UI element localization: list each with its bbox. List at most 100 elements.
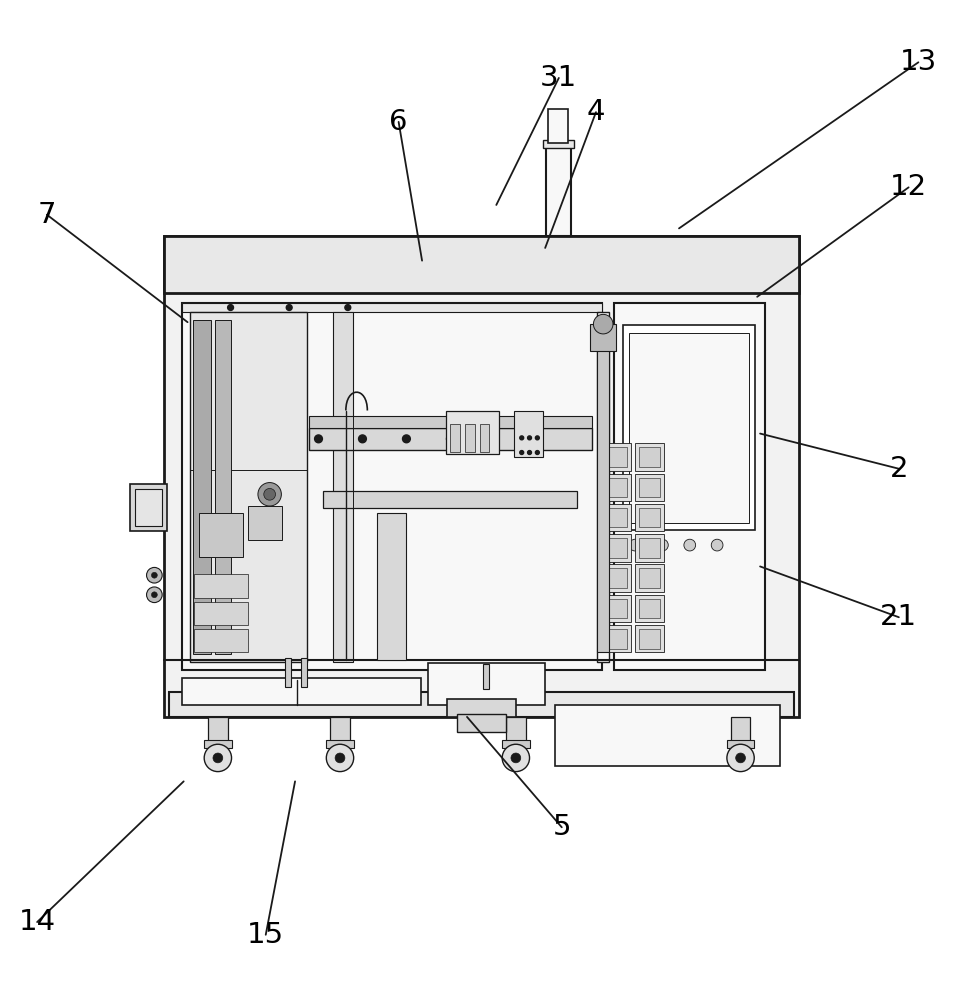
Circle shape	[345, 305, 351, 310]
Text: 6: 6	[390, 108, 407, 136]
Circle shape	[520, 436, 524, 440]
Bar	[215, 320, 231, 654]
Bar	[602, 504, 631, 531]
Circle shape	[213, 753, 223, 763]
Text: 4: 4	[587, 98, 605, 126]
Bar	[480, 424, 489, 452]
Bar	[309, 416, 592, 428]
Bar	[602, 534, 631, 562]
Text: 2: 2	[890, 455, 908, 483]
Bar	[590, 324, 616, 351]
Bar	[635, 474, 664, 501]
Circle shape	[593, 314, 613, 334]
Circle shape	[629, 539, 641, 551]
Bar	[326, 740, 354, 748]
Bar	[635, 595, 664, 622]
Circle shape	[446, 435, 454, 443]
Bar	[727, 740, 754, 748]
Circle shape	[403, 435, 410, 443]
Bar	[164, 236, 799, 293]
Bar	[602, 443, 631, 471]
Bar	[606, 447, 627, 467]
Bar	[135, 489, 162, 526]
Bar	[606, 538, 627, 558]
Bar	[635, 625, 664, 652]
Circle shape	[315, 435, 322, 443]
Bar	[428, 663, 545, 705]
Text: 15: 15	[247, 921, 284, 949]
Bar	[597, 312, 609, 662]
Bar	[614, 303, 765, 670]
Bar	[182, 678, 421, 705]
Text: 7: 7	[38, 201, 56, 229]
Bar	[629, 333, 749, 523]
Bar	[446, 411, 499, 454]
Circle shape	[684, 539, 696, 551]
Circle shape	[286, 305, 292, 310]
Bar	[193, 320, 211, 654]
Bar	[285, 658, 291, 687]
Bar	[639, 447, 660, 467]
Bar	[182, 303, 602, 670]
Bar	[130, 484, 167, 531]
Bar	[606, 568, 627, 588]
Circle shape	[326, 744, 354, 772]
Bar	[639, 478, 660, 497]
Bar	[457, 714, 506, 732]
Bar	[301, 658, 307, 687]
Bar	[639, 629, 660, 649]
Bar	[623, 325, 755, 530]
Bar	[208, 717, 228, 744]
Bar	[506, 717, 526, 744]
Bar	[543, 140, 574, 148]
Bar	[555, 705, 780, 766]
Text: 13: 13	[900, 48, 937, 76]
Bar	[514, 411, 543, 457]
Circle shape	[535, 451, 539, 454]
Circle shape	[727, 744, 754, 772]
Bar	[639, 508, 660, 527]
Bar	[309, 428, 592, 450]
Bar	[602, 564, 631, 592]
Text: 21: 21	[880, 603, 917, 631]
Bar	[169, 692, 794, 717]
Bar	[639, 599, 660, 618]
Text: 5: 5	[553, 813, 571, 841]
Bar	[731, 717, 750, 744]
Bar	[606, 508, 627, 527]
Circle shape	[528, 436, 531, 440]
Bar	[465, 424, 475, 452]
Bar	[606, 599, 627, 618]
Circle shape	[359, 435, 366, 443]
Circle shape	[147, 587, 162, 603]
Circle shape	[511, 753, 521, 763]
Circle shape	[151, 572, 157, 578]
Bar	[194, 574, 248, 598]
Bar	[182, 303, 602, 312]
Bar	[199, 513, 243, 557]
Circle shape	[258, 483, 281, 506]
Bar	[333, 312, 353, 662]
Bar	[164, 236, 799, 717]
Circle shape	[502, 744, 530, 772]
Bar	[635, 564, 664, 592]
Bar	[639, 568, 660, 588]
Bar	[248, 506, 282, 540]
Circle shape	[520, 451, 524, 454]
Bar	[447, 699, 516, 717]
Circle shape	[228, 305, 234, 310]
Circle shape	[657, 539, 668, 551]
Bar	[194, 629, 248, 652]
Bar	[204, 740, 232, 748]
Circle shape	[204, 744, 232, 772]
Text: 12: 12	[890, 173, 927, 201]
Circle shape	[264, 488, 276, 500]
Bar	[483, 664, 488, 689]
Circle shape	[535, 436, 539, 440]
Bar	[635, 534, 664, 562]
Circle shape	[147, 567, 162, 583]
Bar	[635, 443, 664, 471]
Bar	[635, 504, 664, 531]
Bar	[330, 717, 350, 744]
Circle shape	[736, 753, 745, 763]
